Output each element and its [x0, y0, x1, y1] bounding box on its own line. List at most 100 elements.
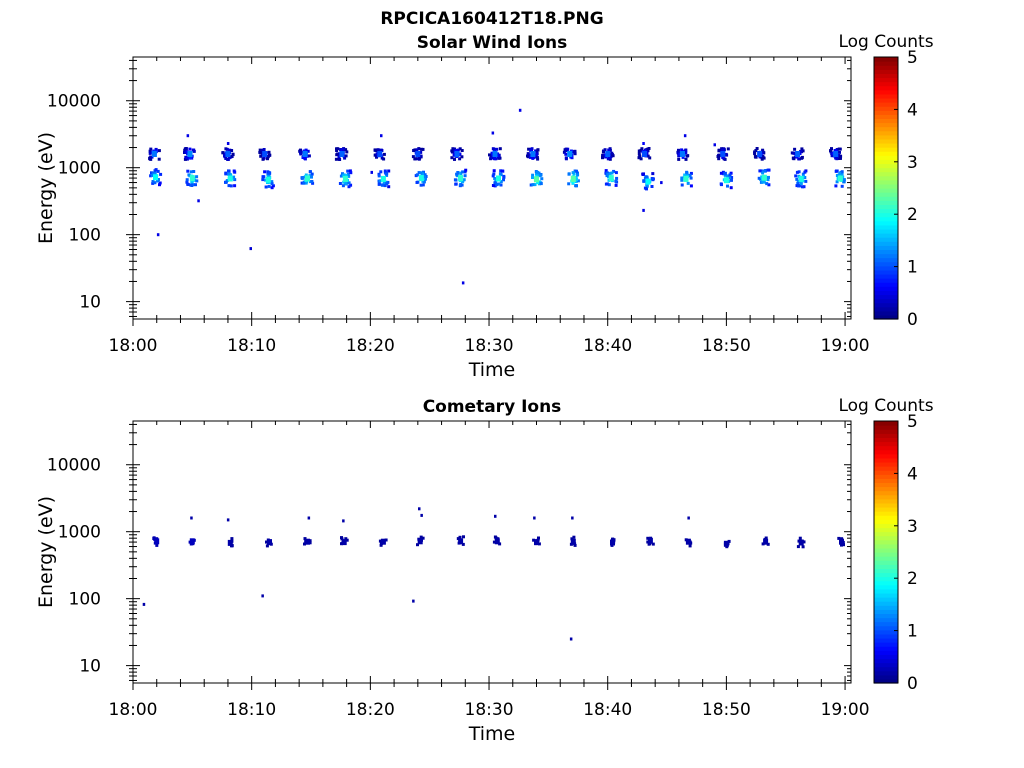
data-pixel — [728, 173, 732, 177]
data-pixel — [797, 157, 801, 161]
colorbar-swatch — [874, 674, 898, 680]
colorbar-swatch — [874, 237, 898, 242]
colorbar-swatch — [874, 65, 898, 70]
data-pixel — [684, 157, 688, 161]
data-pixel — [727, 539, 731, 543]
data-pixel — [463, 170, 467, 174]
data-pixel — [835, 180, 839, 184]
data-pixel — [345, 538, 349, 542]
data-pixel — [308, 170, 312, 174]
colorbar-swatch — [874, 511, 898, 516]
data-point — [418, 507, 421, 511]
colorbar-swatch — [874, 102, 898, 107]
data-blob — [188, 538, 196, 546]
data-pixel — [574, 176, 578, 179]
data-pixel — [761, 180, 765, 184]
colorbar-swatch — [874, 560, 898, 565]
colorbar-swatch — [874, 445, 898, 451]
data-pixel — [838, 150, 841, 154]
data-pixel — [490, 152, 494, 156]
data-pixel — [723, 177, 729, 184]
data-pixel — [539, 173, 543, 177]
data-pixel — [538, 182, 541, 186]
data-pixel — [379, 148, 383, 152]
data-pixel — [491, 174, 495, 178]
data-pixel — [186, 169, 190, 173]
data-pixel — [347, 181, 351, 185]
data-pixel — [223, 155, 227, 159]
y-tick-label: 100 — [69, 590, 101, 610]
data-pixel — [380, 156, 384, 160]
data-pixel — [603, 153, 607, 157]
colorbar-swatch — [874, 564, 898, 569]
colorbar-swatch — [874, 597, 898, 602]
data-pixel — [801, 172, 805, 176]
data-pixel — [159, 172, 163, 176]
data-pixel — [419, 171, 423, 175]
data-pixel — [157, 149, 161, 153]
colorbar-swatch — [874, 547, 898, 553]
data-blob — [680, 170, 693, 188]
data-blob — [303, 537, 312, 546]
data-blob — [757, 168, 771, 187]
data-pixel — [643, 186, 647, 190]
data-pixel — [840, 170, 844, 174]
colorbar-swatch — [874, 171, 898, 177]
data-blob — [149, 168, 163, 187]
data-pixel — [417, 157, 421, 161]
data-pixel — [729, 186, 733, 190]
data-pixel — [151, 171, 155, 175]
data-pixel — [301, 176, 305, 180]
data-point — [380, 134, 383, 138]
data-pixel — [722, 148, 726, 152]
data-pixel — [763, 538, 769, 545]
data-pixel — [488, 153, 491, 157]
data-pixel — [608, 156, 612, 159]
data-pixel — [529, 149, 533, 153]
data-pixel — [415, 173, 419, 177]
data-pixel — [835, 174, 839, 177]
colorbar-swatch — [874, 97, 898, 103]
data-blob — [790, 147, 805, 161]
data-pixel — [342, 180, 346, 184]
data-pixel — [642, 151, 647, 157]
data-point — [713, 143, 716, 147]
colorbar-swatch — [874, 498, 898, 504]
colorbar-tick-label: 0 — [907, 310, 918, 330]
panel-title: Cometary Ions — [423, 397, 562, 417]
data-pixel — [189, 170, 193, 174]
colorbar-swatch — [874, 89, 898, 95]
colorbar-tick-label: 3 — [907, 517, 918, 537]
data-pixel — [839, 538, 844, 545]
data-pixel — [533, 183, 537, 187]
colorbar-swatch — [874, 241, 898, 246]
data-blob — [492, 535, 502, 546]
data-pixel — [495, 147, 499, 151]
data-pixel — [499, 183, 503, 187]
data-pixel — [453, 178, 457, 182]
colorbar-tick-label: 2 — [907, 569, 918, 589]
colorbar-swatch — [874, 208, 898, 214]
data-pixel — [337, 152, 341, 156]
y-tick-label: 1000 — [58, 159, 101, 179]
data-point — [307, 516, 311, 520]
data-pixel — [539, 182, 543, 186]
colorbar-swatch — [874, 151, 898, 156]
data-pixel — [686, 181, 690, 185]
colorbar-swatch — [874, 85, 898, 91]
data-pixel — [650, 185, 654, 188]
data-pixel — [153, 174, 158, 181]
data-pixel — [610, 539, 615, 546]
data-pixel — [793, 147, 797, 151]
data-pixel — [574, 180, 578, 183]
data-blob — [258, 148, 272, 161]
data-pixel — [348, 169, 352, 173]
data-blob — [183, 147, 196, 161]
data-blob — [456, 535, 465, 546]
data-pixel — [530, 147, 534, 151]
colorbar-swatch — [874, 625, 898, 631]
data-blob — [488, 147, 502, 161]
data-pixel — [268, 171, 272, 175]
data-pixel — [185, 180, 189, 184]
data-pixel — [564, 147, 568, 151]
